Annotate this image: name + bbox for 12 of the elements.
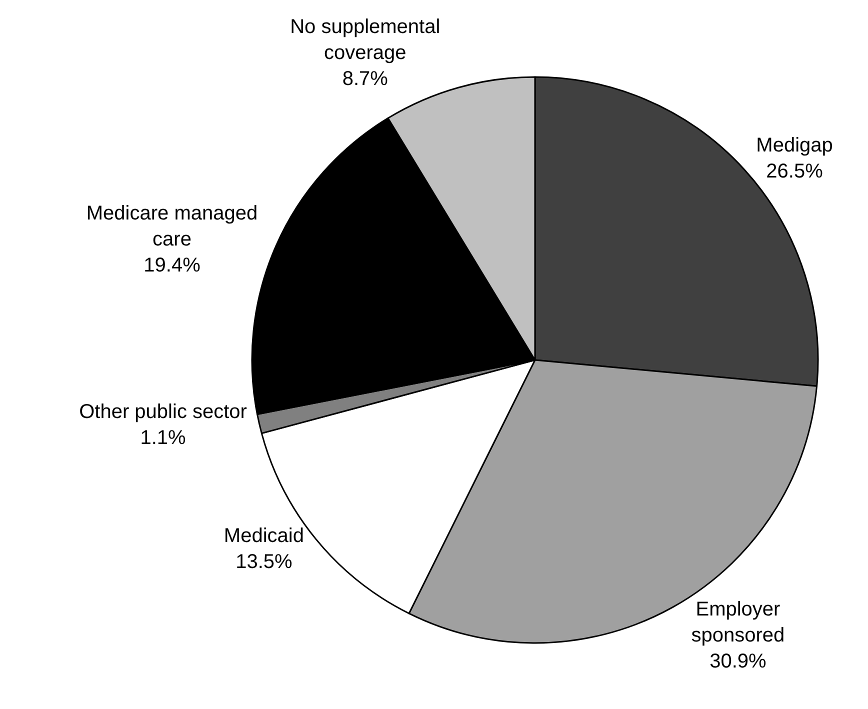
- data-label: 26.5%: [766, 160, 824, 182]
- slice-label: Medicare managed care: [86, 202, 258, 251]
- slice-label: Other public sector: [79, 401, 248, 424]
- slice-label: Medigap: [756, 134, 833, 156]
- data-label: 30.9%: [710, 650, 767, 672]
- slice-label: No supplemental coverage: [290, 16, 440, 64]
- data-label: 8.7%: [342, 68, 388, 90]
- slice-label: Medicaid: [224, 524, 304, 547]
- data-label: 1.1%: [140, 427, 186, 450]
- slice-label: Employer sponsored: [691, 598, 785, 646]
- data-label: 19.4%: [144, 254, 201, 277]
- data-label: 13.5%: [236, 550, 293, 573]
